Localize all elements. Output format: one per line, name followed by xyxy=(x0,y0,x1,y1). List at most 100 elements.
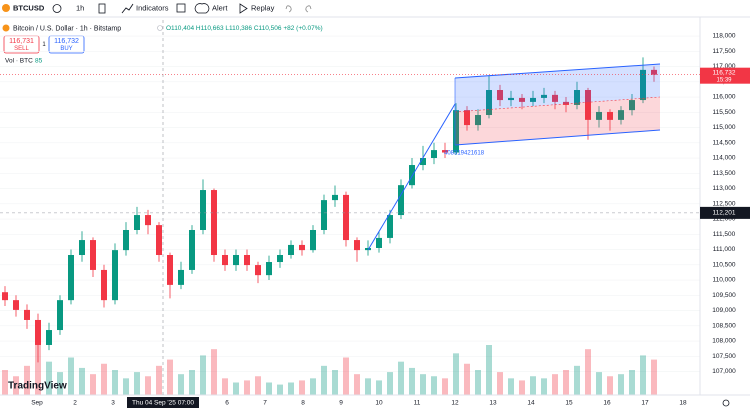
candle-body xyxy=(200,190,206,230)
volume-bar xyxy=(651,359,657,395)
alert-icon xyxy=(194,3,210,14)
x-tick-label: 12 xyxy=(451,400,459,407)
sell-price: 116,731 xyxy=(9,38,34,45)
volume-bar xyxy=(310,378,316,395)
volume-bar xyxy=(475,370,481,395)
volume-bar xyxy=(629,370,635,395)
settings-button[interactable] xyxy=(722,399,730,407)
candle-body xyxy=(442,150,448,153)
y-tick-label: 109,000 xyxy=(712,307,736,314)
volume-bar xyxy=(640,355,646,395)
crosshair-time-tag xyxy=(127,397,199,408)
candle-body xyxy=(79,240,85,256)
x-tick-label: 2 xyxy=(73,400,77,407)
candle-body xyxy=(629,100,635,111)
candle-body xyxy=(299,244,305,251)
candle-body xyxy=(321,200,327,230)
indicators-button[interactable]: Indicators xyxy=(136,3,169,12)
candle-body xyxy=(453,110,459,153)
volume-bar xyxy=(266,382,272,395)
replay-icon xyxy=(239,3,248,14)
x-tick-label: Sep xyxy=(31,400,43,407)
candle-body xyxy=(156,225,162,256)
volume-bar xyxy=(464,363,470,395)
crosshair-price-tag xyxy=(700,206,750,219)
chart-type[interactable] xyxy=(98,3,106,14)
x-tick-label: 14 xyxy=(527,400,535,407)
add-symbol[interactable] xyxy=(52,4,62,13)
brand: TradingView xyxy=(8,381,67,392)
volume-bar xyxy=(211,349,217,395)
candle-body xyxy=(508,97,514,101)
y-tick-label: 112,500 xyxy=(712,200,735,207)
candle-body xyxy=(244,255,250,266)
candle-body xyxy=(101,269,107,301)
volume-bar xyxy=(365,378,371,395)
volume-bar xyxy=(321,365,327,395)
volume-bar xyxy=(24,365,30,395)
replay-button[interactable]: Replay xyxy=(251,3,275,12)
indicators-icon xyxy=(121,3,134,14)
alert-button[interactable]: Alert xyxy=(212,3,228,12)
volume-bar xyxy=(90,374,96,395)
channel-upper xyxy=(455,64,660,112)
volume-bar xyxy=(563,370,569,395)
undo-button[interactable] xyxy=(285,5,292,13)
volume-bar xyxy=(596,372,602,395)
volume-bar xyxy=(200,355,206,395)
x-tick-label: 13 xyxy=(489,400,497,407)
volume-bar xyxy=(431,376,437,395)
redo-button[interactable] xyxy=(305,5,312,13)
interval[interactable]: 1h xyxy=(76,3,84,12)
candle-body xyxy=(255,265,261,276)
volume-bar xyxy=(398,361,404,395)
buy-label: BUY xyxy=(60,46,72,52)
volume-bar xyxy=(255,376,261,395)
y-tick-label: 109,500 xyxy=(712,292,736,299)
candle-body xyxy=(376,237,382,248)
visibility[interactable] xyxy=(157,25,163,31)
candle-body xyxy=(222,255,228,266)
sell-label: SELL xyxy=(14,46,29,52)
volume-bar xyxy=(508,378,514,395)
y-tick-label: 117,000 xyxy=(712,63,735,70)
volume-bar xyxy=(189,370,195,395)
volume-bar xyxy=(68,357,74,395)
candle-body xyxy=(387,215,393,238)
y-tick-label: 114,500 xyxy=(712,139,735,146)
candle-body xyxy=(464,110,470,126)
candle-body xyxy=(310,229,316,251)
legend-icon xyxy=(2,24,10,32)
volume-bar xyxy=(387,372,393,395)
y-tick-label: 110,000 xyxy=(712,277,735,284)
trend-line xyxy=(367,103,456,251)
candle-body xyxy=(530,97,536,102)
spread: 1 xyxy=(42,42,46,48)
volume-bar xyxy=(343,357,349,395)
x-tick-label: 9 xyxy=(339,400,343,407)
volume-bar xyxy=(376,380,382,395)
volume-bar xyxy=(123,378,129,395)
symbol[interactable]: BTCUSD xyxy=(13,3,45,12)
last-price-tag xyxy=(700,67,750,84)
volume-bar xyxy=(57,372,63,395)
y-tick-label: 107,000 xyxy=(712,368,736,375)
y-tick-label: 107,500 xyxy=(712,353,736,360)
volume-value: 85 xyxy=(35,58,43,65)
volume-bar xyxy=(409,367,415,395)
volume-bar xyxy=(46,361,52,395)
candle-body xyxy=(266,262,272,276)
candle-body xyxy=(2,292,8,301)
candle-body xyxy=(519,97,525,102)
x-tick-label: 16 xyxy=(603,400,611,407)
layouts-button[interactable] xyxy=(176,3,186,13)
y-tick-label: 111,500 xyxy=(713,231,736,238)
volume-bar xyxy=(112,370,118,395)
volume-bar xyxy=(541,378,547,395)
volume-bar xyxy=(2,370,8,395)
y-tick-label: 111,000 xyxy=(713,246,736,253)
buy-price: 116,732 xyxy=(54,38,79,45)
volume-bar xyxy=(101,363,107,395)
candle-body xyxy=(640,69,646,101)
